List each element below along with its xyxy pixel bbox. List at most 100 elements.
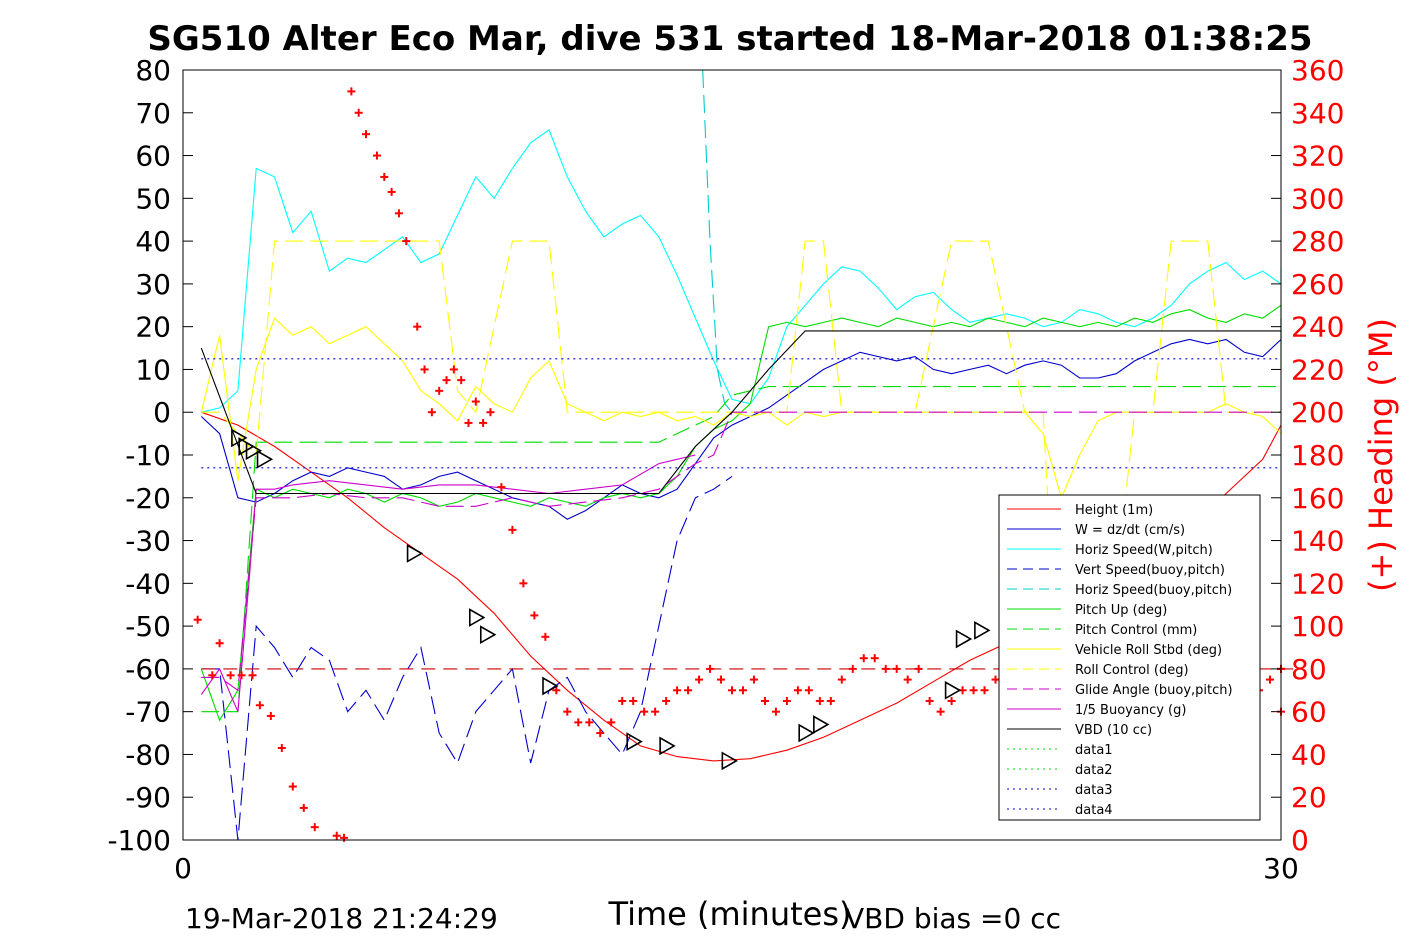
heading-point [340, 833, 349, 842]
legend-label: Horiz Speed(W,pitch) [1075, 543, 1213, 558]
heading-point [288, 782, 297, 791]
y-tick-label: 40 [135, 225, 171, 258]
series-line [200, 318, 1282, 520]
series-line [200, 330, 1281, 495]
heading-point [563, 707, 572, 716]
heading-point [662, 696, 671, 705]
footer-vbd-bias: VBD bias =0 cc [845, 902, 1061, 935]
y-tick-label: -20 [125, 482, 171, 515]
heading-point [892, 664, 901, 673]
x-axis-label: Time (minutes) [608, 895, 852, 933]
heading-point [372, 151, 381, 160]
legend-label: Vert Speed(buoy,pitch) [1075, 563, 1225, 578]
heading-point [881, 664, 890, 673]
heading-point [771, 707, 780, 716]
pitch-marker [245, 441, 263, 461]
heading-point [486, 408, 495, 417]
heading-point [826, 696, 835, 705]
heading-point [585, 718, 594, 727]
heading-point [618, 696, 627, 705]
heading-point [354, 108, 363, 117]
pitch-marker [626, 732, 643, 751]
legend-label: VBD (10 cc) [1075, 723, 1152, 738]
heading-point [629, 696, 638, 705]
y-tick-label: -50 [125, 610, 171, 643]
heading-point [936, 707, 945, 716]
y-tick-label: -10 [125, 439, 171, 472]
right-axis-label: (+) Heading (°M) [1362, 318, 1400, 592]
heading-point [299, 803, 308, 812]
series-line [200, 454, 696, 712]
y-tick-label: 80 [135, 54, 171, 87]
heading-point [402, 237, 411, 246]
heading-point [706, 664, 715, 673]
pitch-marker [721, 751, 738, 771]
series-line [201, 386, 1281, 713]
y-right-tick-label: 160 [1291, 482, 1344, 515]
y-tick-label: -80 [125, 738, 171, 771]
y-tick-label: -30 [125, 525, 171, 558]
legend-label: data3 [1075, 783, 1113, 798]
y-tick-label: -60 [125, 653, 171, 686]
heading-point [728, 686, 736, 695]
heading-point [449, 365, 458, 374]
heading-point [651, 707, 660, 716]
y-tick-label: 60 [135, 140, 171, 173]
x-tick-label: 0 [174, 852, 192, 885]
heading-point [848, 664, 857, 673]
heading-point [497, 483, 506, 492]
heading-point [947, 696, 956, 705]
heading-point [925, 696, 934, 705]
heading-point [596, 729, 605, 738]
y-tick-label: -70 [125, 696, 171, 729]
heading-point [479, 418, 488, 427]
heading-point [471, 397, 480, 406]
y-tick-label: 20 [135, 311, 171, 344]
legend-label: data2 [1075, 763, 1113, 778]
heading-point [387, 187, 396, 196]
axes: 80706050403020100-10-20-30-40-50-60-70-8… [107, 54, 1344, 885]
footer-timestamp: 19-Mar-2018 21:24:29 [185, 902, 498, 935]
y-right-tick-label: 280 [1291, 225, 1344, 258]
heading-point [277, 744, 286, 753]
y-right-tick-label: 360 [1291, 54, 1344, 87]
legend-label: Glide Angle (buoy,pitch) [1075, 683, 1233, 698]
heading-point [310, 823, 319, 832]
heading-point [859, 654, 868, 663]
y-right-tick-label: 140 [1291, 525, 1344, 558]
legend-label: Height (1m) [1075, 503, 1153, 518]
heading-point [541, 632, 550, 641]
y-right-tick-label: 180 [1291, 439, 1344, 472]
heading-point [442, 376, 451, 385]
heading-point [969, 686, 978, 695]
heading-point [903, 675, 912, 684]
heading-point [793, 686, 802, 695]
heading-point [760, 696, 769, 705]
legend-label: data4 [1075, 803, 1113, 818]
y-right-tick-label: 260 [1291, 268, 1344, 301]
series-line [200, 317, 1282, 500]
heading-point [574, 718, 583, 727]
heading-point [837, 675, 846, 684]
pitch-marker [944, 680, 962, 700]
y-right-tick-label: 40 [1291, 738, 1327, 771]
y-tick-label: 30 [135, 268, 171, 301]
y-right-tick-label: 340 [1291, 97, 1344, 130]
pitch-marker [479, 625, 497, 645]
heading-point [427, 408, 436, 417]
heading-point [695, 675, 704, 684]
pitch-marker [542, 676, 559, 696]
heading-point [870, 654, 879, 663]
heading-point [804, 686, 813, 695]
heading-point [435, 386, 444, 395]
y-tick-label: 0 [153, 396, 171, 429]
heading-point [717, 675, 726, 684]
heading-point [980, 686, 989, 695]
heading-point [457, 376, 466, 385]
legend-label: data1 [1075, 743, 1113, 758]
pitch-marker [659, 736, 676, 756]
pitch-marker [468, 608, 486, 627]
heading-point [815, 696, 824, 705]
heading-point [380, 172, 389, 181]
heading-point [248, 671, 257, 680]
